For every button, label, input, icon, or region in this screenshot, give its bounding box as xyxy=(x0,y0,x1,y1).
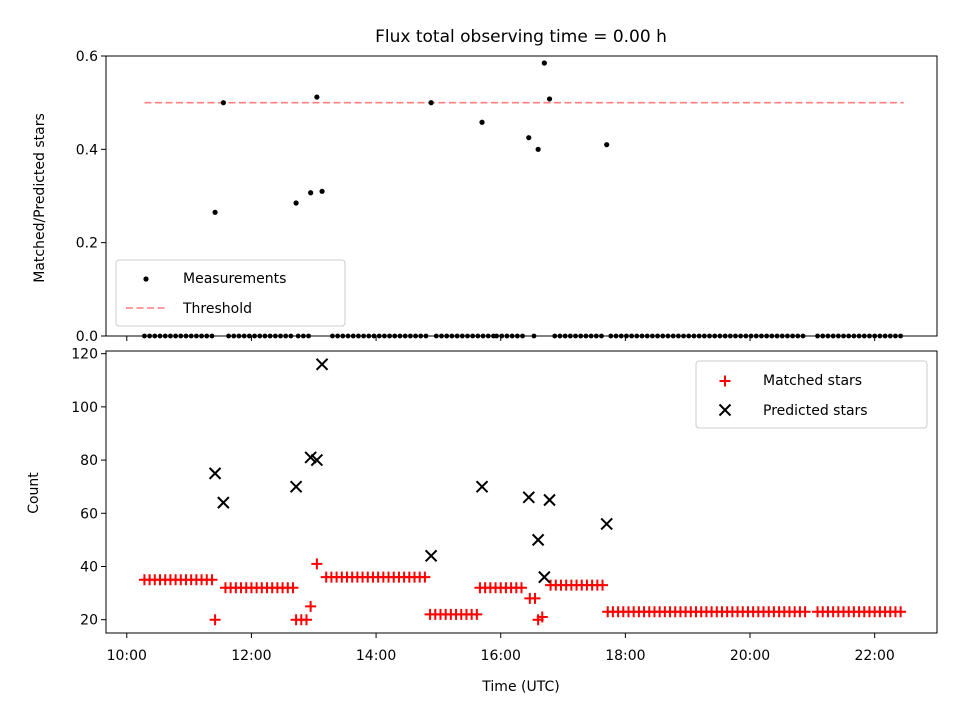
matched-star-point xyxy=(536,611,548,623)
ratio-axes: 0.0 0.2 0.4 0.6 xyxy=(76,49,938,345)
matched-star-point xyxy=(799,606,811,618)
matched-star-point xyxy=(529,592,541,604)
count-y-tick-label: 20 xyxy=(80,613,98,629)
count-legend: Matched stars Predicted stars xyxy=(695,360,928,429)
measurement-point xyxy=(308,190,314,196)
predicted-star-point xyxy=(475,480,489,493)
legend-matched-label: Matched stars xyxy=(763,373,862,389)
count-y-tick-label: 80 xyxy=(80,453,98,469)
measurement-point xyxy=(541,60,547,66)
ratio-axes-frame xyxy=(105,55,938,337)
predicted-star-point xyxy=(543,493,556,507)
ratio-panel: Flux total observing time = 0.00 h Match… xyxy=(32,27,938,345)
matched-star-point xyxy=(311,558,323,570)
predicted-star-point xyxy=(289,480,303,493)
ratio-y-tick-label: 0.6 xyxy=(76,49,98,65)
count-x-tick-label: 12:00 xyxy=(231,648,271,664)
predicted-star-point xyxy=(208,467,222,480)
ratio-y-tick-label: 0.0 xyxy=(76,329,98,345)
matched-star-point xyxy=(287,582,299,594)
measurement-point xyxy=(314,94,320,100)
measurement-point xyxy=(526,135,532,141)
predicted-star-point xyxy=(315,358,329,371)
predicted-star-point xyxy=(304,451,317,464)
matched-star-point xyxy=(516,582,527,594)
matched-star-point xyxy=(209,614,221,626)
count-axes: 20 40 60 80 100 120 10:00 12:00 14:00 16:00 18:00 2… xyxy=(71,347,938,664)
predicted-star-point xyxy=(522,491,535,504)
ratio-y-tick-label: 0.4 xyxy=(76,142,98,158)
legend-predicted-marker xyxy=(718,403,732,417)
matched-star-point xyxy=(419,571,431,583)
count-y-tick-label: 40 xyxy=(80,559,98,575)
count-panel: Count Time (UTC) 20 40 60 80 100 120 10:00 12:0… xyxy=(26,347,938,695)
count-x-tick-label: 18:00 xyxy=(605,648,645,664)
count-x-tick-label: 20:00 xyxy=(730,648,770,664)
count-axes-frame xyxy=(105,350,938,634)
ratio-y-tick-label: 0.2 xyxy=(76,236,98,252)
measurement-point xyxy=(604,142,610,148)
legend-threshold-label: Threshold xyxy=(182,301,252,317)
matched-star-point xyxy=(895,606,907,618)
count-x-tick-label: 22:00 xyxy=(854,648,894,664)
measurement-point xyxy=(319,188,325,194)
legend-predicted-label: Predicted stars xyxy=(763,403,868,419)
legend-measurement-marker xyxy=(143,276,149,282)
count-y-tick-label: 60 xyxy=(80,506,98,522)
ratio-legend-frame xyxy=(115,259,346,327)
measurement-point xyxy=(535,146,541,152)
matched-star-point xyxy=(300,614,312,626)
matched-star-point xyxy=(597,579,609,591)
measurement-point xyxy=(546,96,553,102)
predicted-star-point xyxy=(531,533,545,547)
matched-star-point xyxy=(471,608,483,620)
predicted-star-point xyxy=(424,549,438,563)
ratio-legend: Measurements Threshold xyxy=(115,259,346,327)
measurement-point xyxy=(220,100,226,106)
legend-matched-marker xyxy=(719,375,731,387)
predicted-star-point xyxy=(217,496,230,509)
matched-star-point xyxy=(206,574,218,586)
measurement-point xyxy=(212,209,218,215)
count-y-tick-label: 120 xyxy=(71,347,98,363)
predicted-star-point xyxy=(310,453,324,467)
count-axis-label: Count xyxy=(26,472,42,514)
count-x-tick-label: 16:00 xyxy=(481,648,521,664)
legend-measurement-label: Measurements xyxy=(183,271,286,287)
measurement-point xyxy=(293,200,299,206)
measurement-point xyxy=(428,100,434,106)
count-plot-marks xyxy=(138,358,907,626)
time-axis-label: Time (UTC) xyxy=(481,679,559,695)
count-x-tick-label: 10:00 xyxy=(107,648,147,664)
measurement-point xyxy=(479,119,485,125)
predicted-star-point xyxy=(538,570,551,584)
predicted-star-point xyxy=(600,517,613,531)
count-y-tick-label: 100 xyxy=(71,400,98,416)
chart-title: Flux total observing time = 0.00 h xyxy=(375,27,667,47)
count-x-tick-label: 14:00 xyxy=(356,648,396,664)
ratio-axis-label: Matched/Predicted stars xyxy=(32,113,48,283)
count-legend-frame xyxy=(695,360,928,429)
matched-star-point xyxy=(305,600,317,612)
